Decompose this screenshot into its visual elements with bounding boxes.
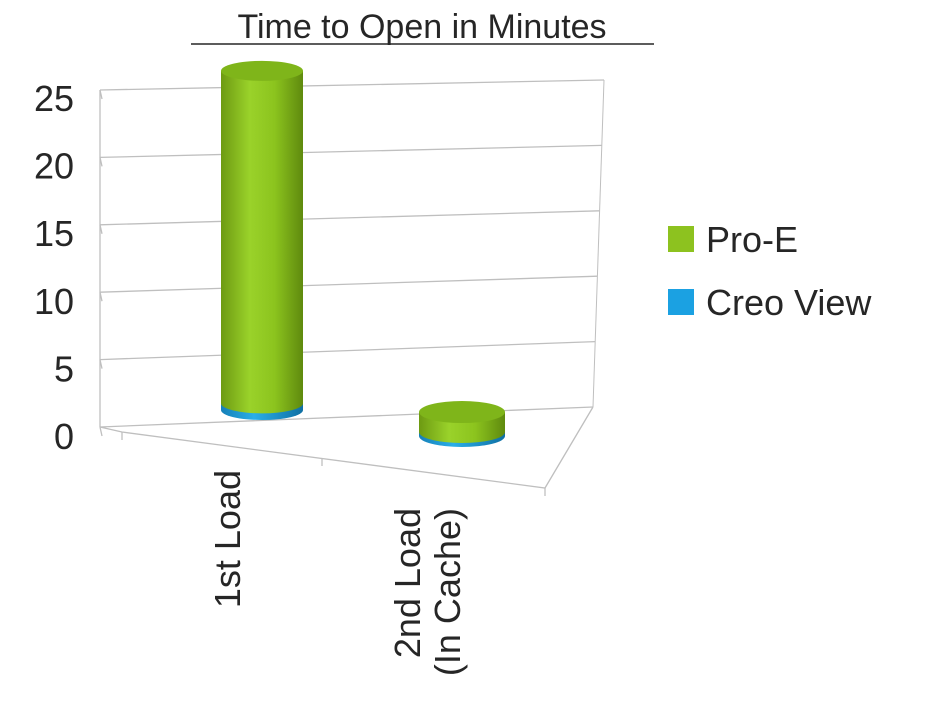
left-wall-gridline <box>99 292 103 302</box>
y-tick-label: 20 <box>34 146 74 187</box>
y-tick-label: 10 <box>34 281 74 322</box>
bar-top-cap <box>419 401 505 424</box>
left-wall-gridline <box>99 359 103 369</box>
left-wall-gridline <box>99 224 103 234</box>
gridline <box>99 144 602 159</box>
plot-area <box>99 79 605 496</box>
x-tick-label: (In Cache) <box>427 508 468 676</box>
legend: Pro-E Creo View <box>668 219 872 323</box>
left-wall-gridline <box>99 89 103 100</box>
bar-segment-pro-e <box>221 70 303 414</box>
y-tick-label: 15 <box>34 213 74 254</box>
legend-label: Creo View <box>706 282 872 323</box>
legend-label: Pro-E <box>706 219 798 260</box>
y-tick-label: 0 <box>54 416 74 457</box>
gridline <box>99 210 600 226</box>
legend-swatch <box>668 226 694 252</box>
back-wall-edge <box>592 79 605 408</box>
chart-title-group: Time to Open in Minutes <box>191 8 654 46</box>
y-tick-label: 25 <box>34 78 74 119</box>
x-tick-label: 1st Load <box>207 470 248 608</box>
gridline <box>99 275 598 293</box>
gridline <box>99 79 605 91</box>
gridline <box>99 406 594 428</box>
x-axis-tick-labels: 1st Load 2nd Load (In Cache) <box>207 470 468 676</box>
left-wall-gridline <box>99 426 103 437</box>
bar-top-cap <box>221 60 303 81</box>
y-axis-tick-labels: 0 5 10 15 20 25 <box>34 78 74 457</box>
chart-title: Time to Open in Minutes <box>237 8 606 46</box>
floor-outline <box>99 406 594 489</box>
gridline <box>99 340 596 361</box>
bars-group <box>221 60 505 447</box>
y-tick-label: 5 <box>54 348 74 389</box>
x-tick-label: 2nd Load <box>387 508 428 658</box>
left-wall-gridline <box>99 157 103 167</box>
legend-swatch <box>668 289 694 315</box>
